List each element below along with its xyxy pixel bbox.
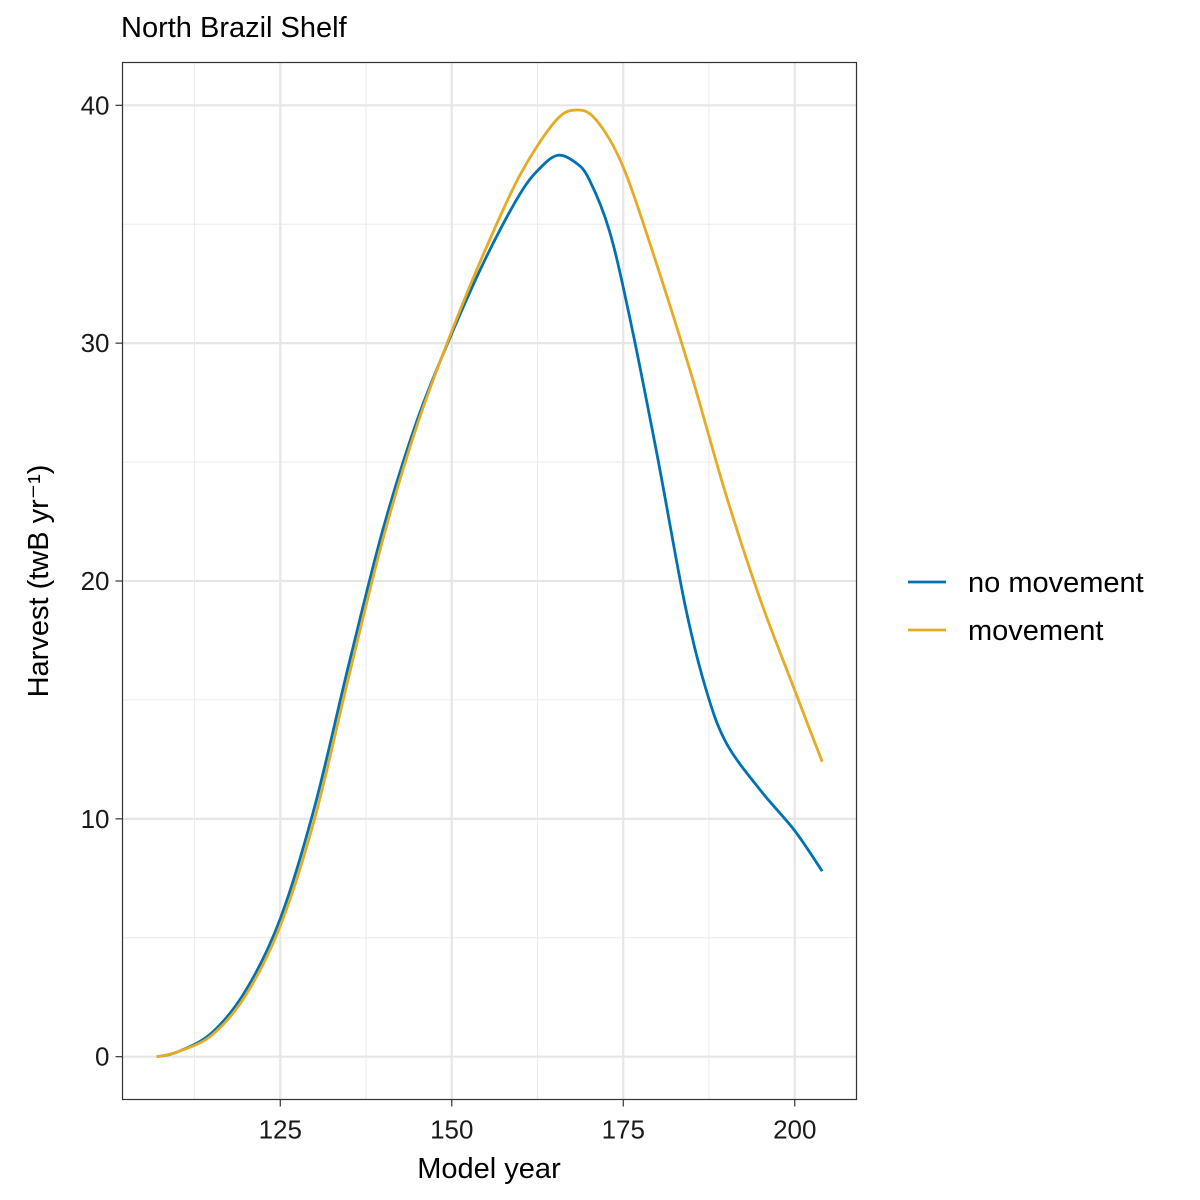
major-gridlines <box>122 62 857 1100</box>
y-tick-label: 40 <box>81 90 110 120</box>
plot-title: North Brazil Shelf <box>121 12 348 44</box>
y-axis-title: Harvest (twB yr⁻¹) <box>23 465 55 698</box>
y-tick-label: 30 <box>81 328 110 358</box>
y-tick-label: 20 <box>81 566 110 596</box>
series-line-movement <box>156 108 824 1059</box>
y-tick-label: 10 <box>81 804 110 834</box>
series-lines <box>156 108 824 1059</box>
legend-label: no movement <box>968 567 1144 599</box>
series-line-no-movement <box>156 153 824 1059</box>
x-tick-label: 175 <box>602 1115 645 1145</box>
x-tick-label: 200 <box>773 1115 816 1145</box>
y-axis: 0 10 20 30 40 <box>81 90 123 1072</box>
x-tick-label: 150 <box>430 1115 473 1145</box>
y-tick-label: 0 <box>95 1042 109 1072</box>
legend-label: movement <box>968 615 1103 647</box>
x-axis-title: Model year <box>417 1153 561 1185</box>
x-axis: 125 150 175 200 <box>259 1099 816 1145</box>
x-tick-label: 125 <box>259 1115 302 1145</box>
legend: no movement movement <box>908 567 1144 647</box>
